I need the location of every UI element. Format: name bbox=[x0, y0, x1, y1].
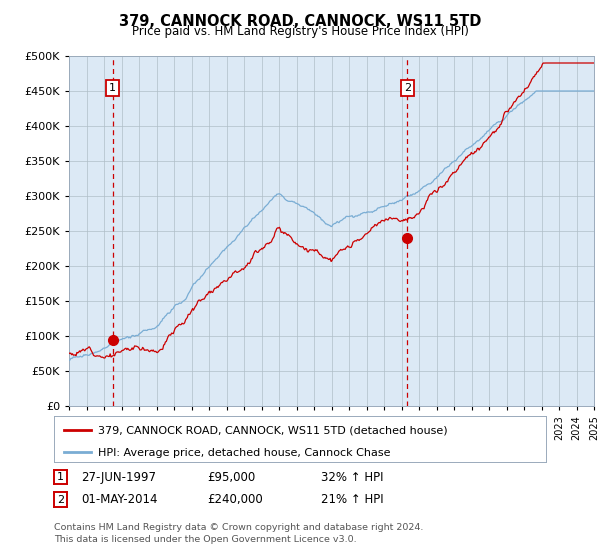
Text: Price paid vs. HM Land Registry's House Price Index (HPI): Price paid vs. HM Land Registry's House … bbox=[131, 25, 469, 38]
Text: 01-MAY-2014: 01-MAY-2014 bbox=[81, 493, 157, 506]
Text: 1: 1 bbox=[109, 83, 116, 93]
Text: 21% ↑ HPI: 21% ↑ HPI bbox=[321, 493, 383, 506]
Text: Contains HM Land Registry data © Crown copyright and database right 2024.: Contains HM Land Registry data © Crown c… bbox=[54, 523, 424, 532]
Text: £95,000: £95,000 bbox=[207, 470, 255, 484]
Text: 32% ↑ HPI: 32% ↑ HPI bbox=[321, 470, 383, 484]
Text: 379, CANNOCK ROAD, CANNOCK, WS11 5TD (detached house): 379, CANNOCK ROAD, CANNOCK, WS11 5TD (de… bbox=[98, 426, 448, 436]
Text: 2: 2 bbox=[404, 83, 411, 93]
Text: 2: 2 bbox=[57, 494, 64, 505]
Text: 379, CANNOCK ROAD, CANNOCK, WS11 5TD: 379, CANNOCK ROAD, CANNOCK, WS11 5TD bbox=[119, 14, 481, 29]
Text: 1: 1 bbox=[57, 472, 64, 482]
Text: 27-JUN-1997: 27-JUN-1997 bbox=[81, 470, 156, 484]
Text: HPI: Average price, detached house, Cannock Chase: HPI: Average price, detached house, Cann… bbox=[98, 448, 391, 458]
Text: £240,000: £240,000 bbox=[207, 493, 263, 506]
Text: This data is licensed under the Open Government Licence v3.0.: This data is licensed under the Open Gov… bbox=[54, 535, 356, 544]
